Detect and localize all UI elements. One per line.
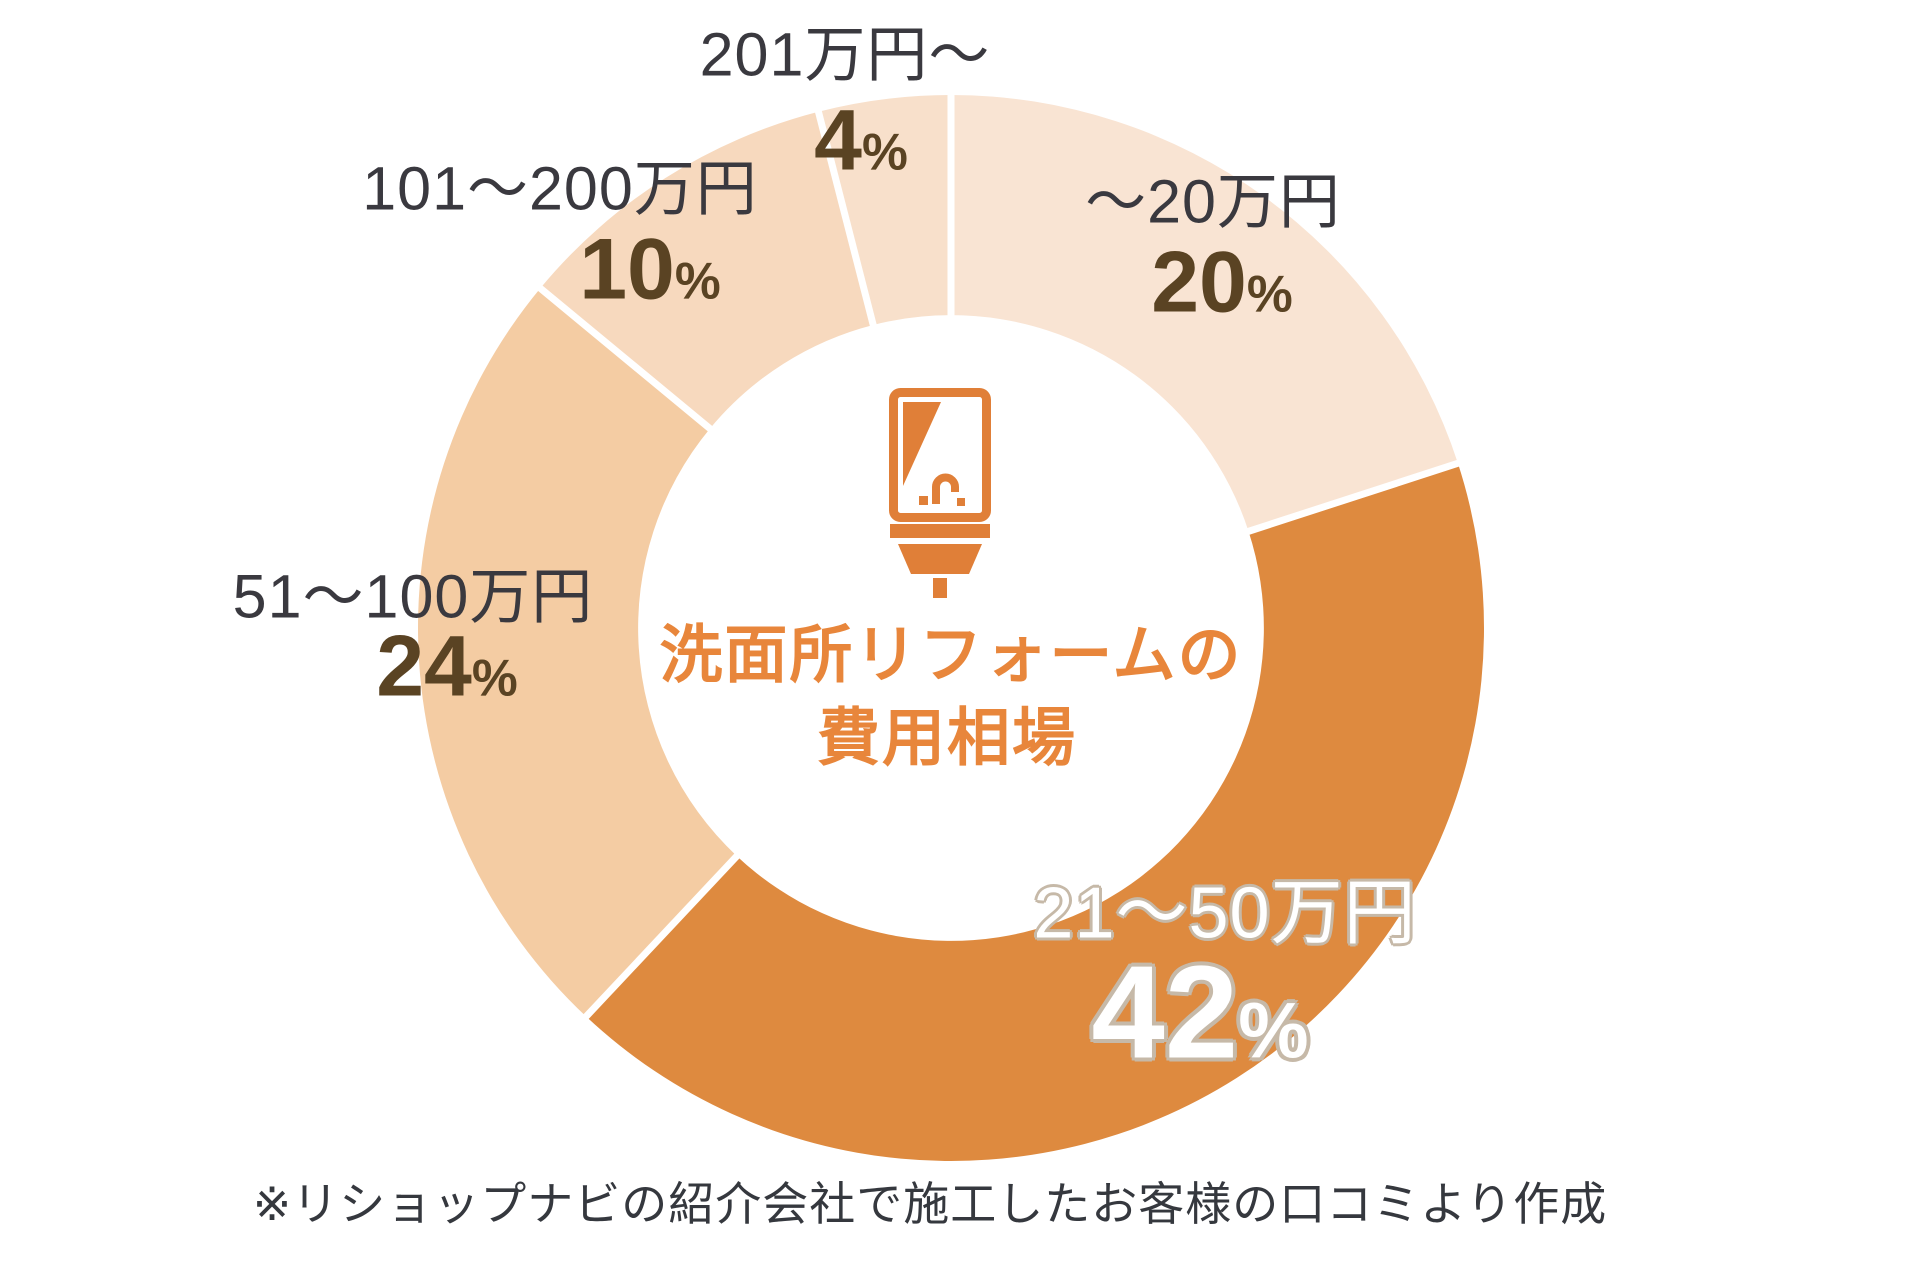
slice-label-over201man: 201万円〜: [699, 20, 991, 89]
donut-chart: [411, 88, 1491, 1168]
slice-pct-value: 10: [579, 221, 675, 318]
donut-slice: [818, 95, 951, 325]
slice-label-under20man: 〜20万円: [1085, 167, 1341, 236]
slice-label-21to50man: 21〜50万円: [1033, 873, 1417, 954]
donut-slice: [418, 288, 737, 1017]
slice-pct-value: 24: [376, 618, 472, 715]
donut-slice: [540, 111, 874, 429]
slice-divider: [813, 105, 882, 344]
slice-pct-21to50man: 42%: [1091, 937, 1308, 1088]
center-title-line2: 費用相場: [817, 703, 1077, 774]
slice-label-101to200man: 101〜200万円: [362, 154, 758, 223]
donut-slice: [586, 463, 1484, 1161]
slice-label-51to100man: 51〜100万円: [232, 562, 594, 631]
donut-svg: [418, 89, 1484, 1161]
percent-sign: %: [471, 648, 518, 707]
slice-pct-value: 42: [1091, 938, 1239, 1086]
donut-slice: [951, 95, 1458, 532]
percent-sign: %: [1246, 264, 1293, 323]
slice-pct-51to100man: 24%: [376, 618, 518, 717]
slice-divider: [533, 281, 727, 443]
percent-sign: %: [1238, 985, 1309, 1075]
percent-sign: %: [861, 122, 908, 181]
slice-pct-101to200man: 10%: [579, 221, 721, 320]
washbasin-icon: [889, 388, 991, 602]
percent-sign: %: [674, 251, 721, 310]
source-note: ※リショップナビの紹介会社で施工したお客様の口コミより作成: [252, 1178, 1608, 1230]
slice-pct-value: 20: [1151, 234, 1247, 331]
slice-divider: [579, 840, 752, 1024]
slice-divider: [1230, 458, 1465, 541]
center-title-line1: 洗面所リフォームの: [659, 620, 1243, 691]
slice-pct-over201man: 4%: [814, 92, 908, 191]
slice-pct-value: 4: [814, 92, 862, 189]
slice-pct-under20man: 20%: [1151, 234, 1293, 333]
